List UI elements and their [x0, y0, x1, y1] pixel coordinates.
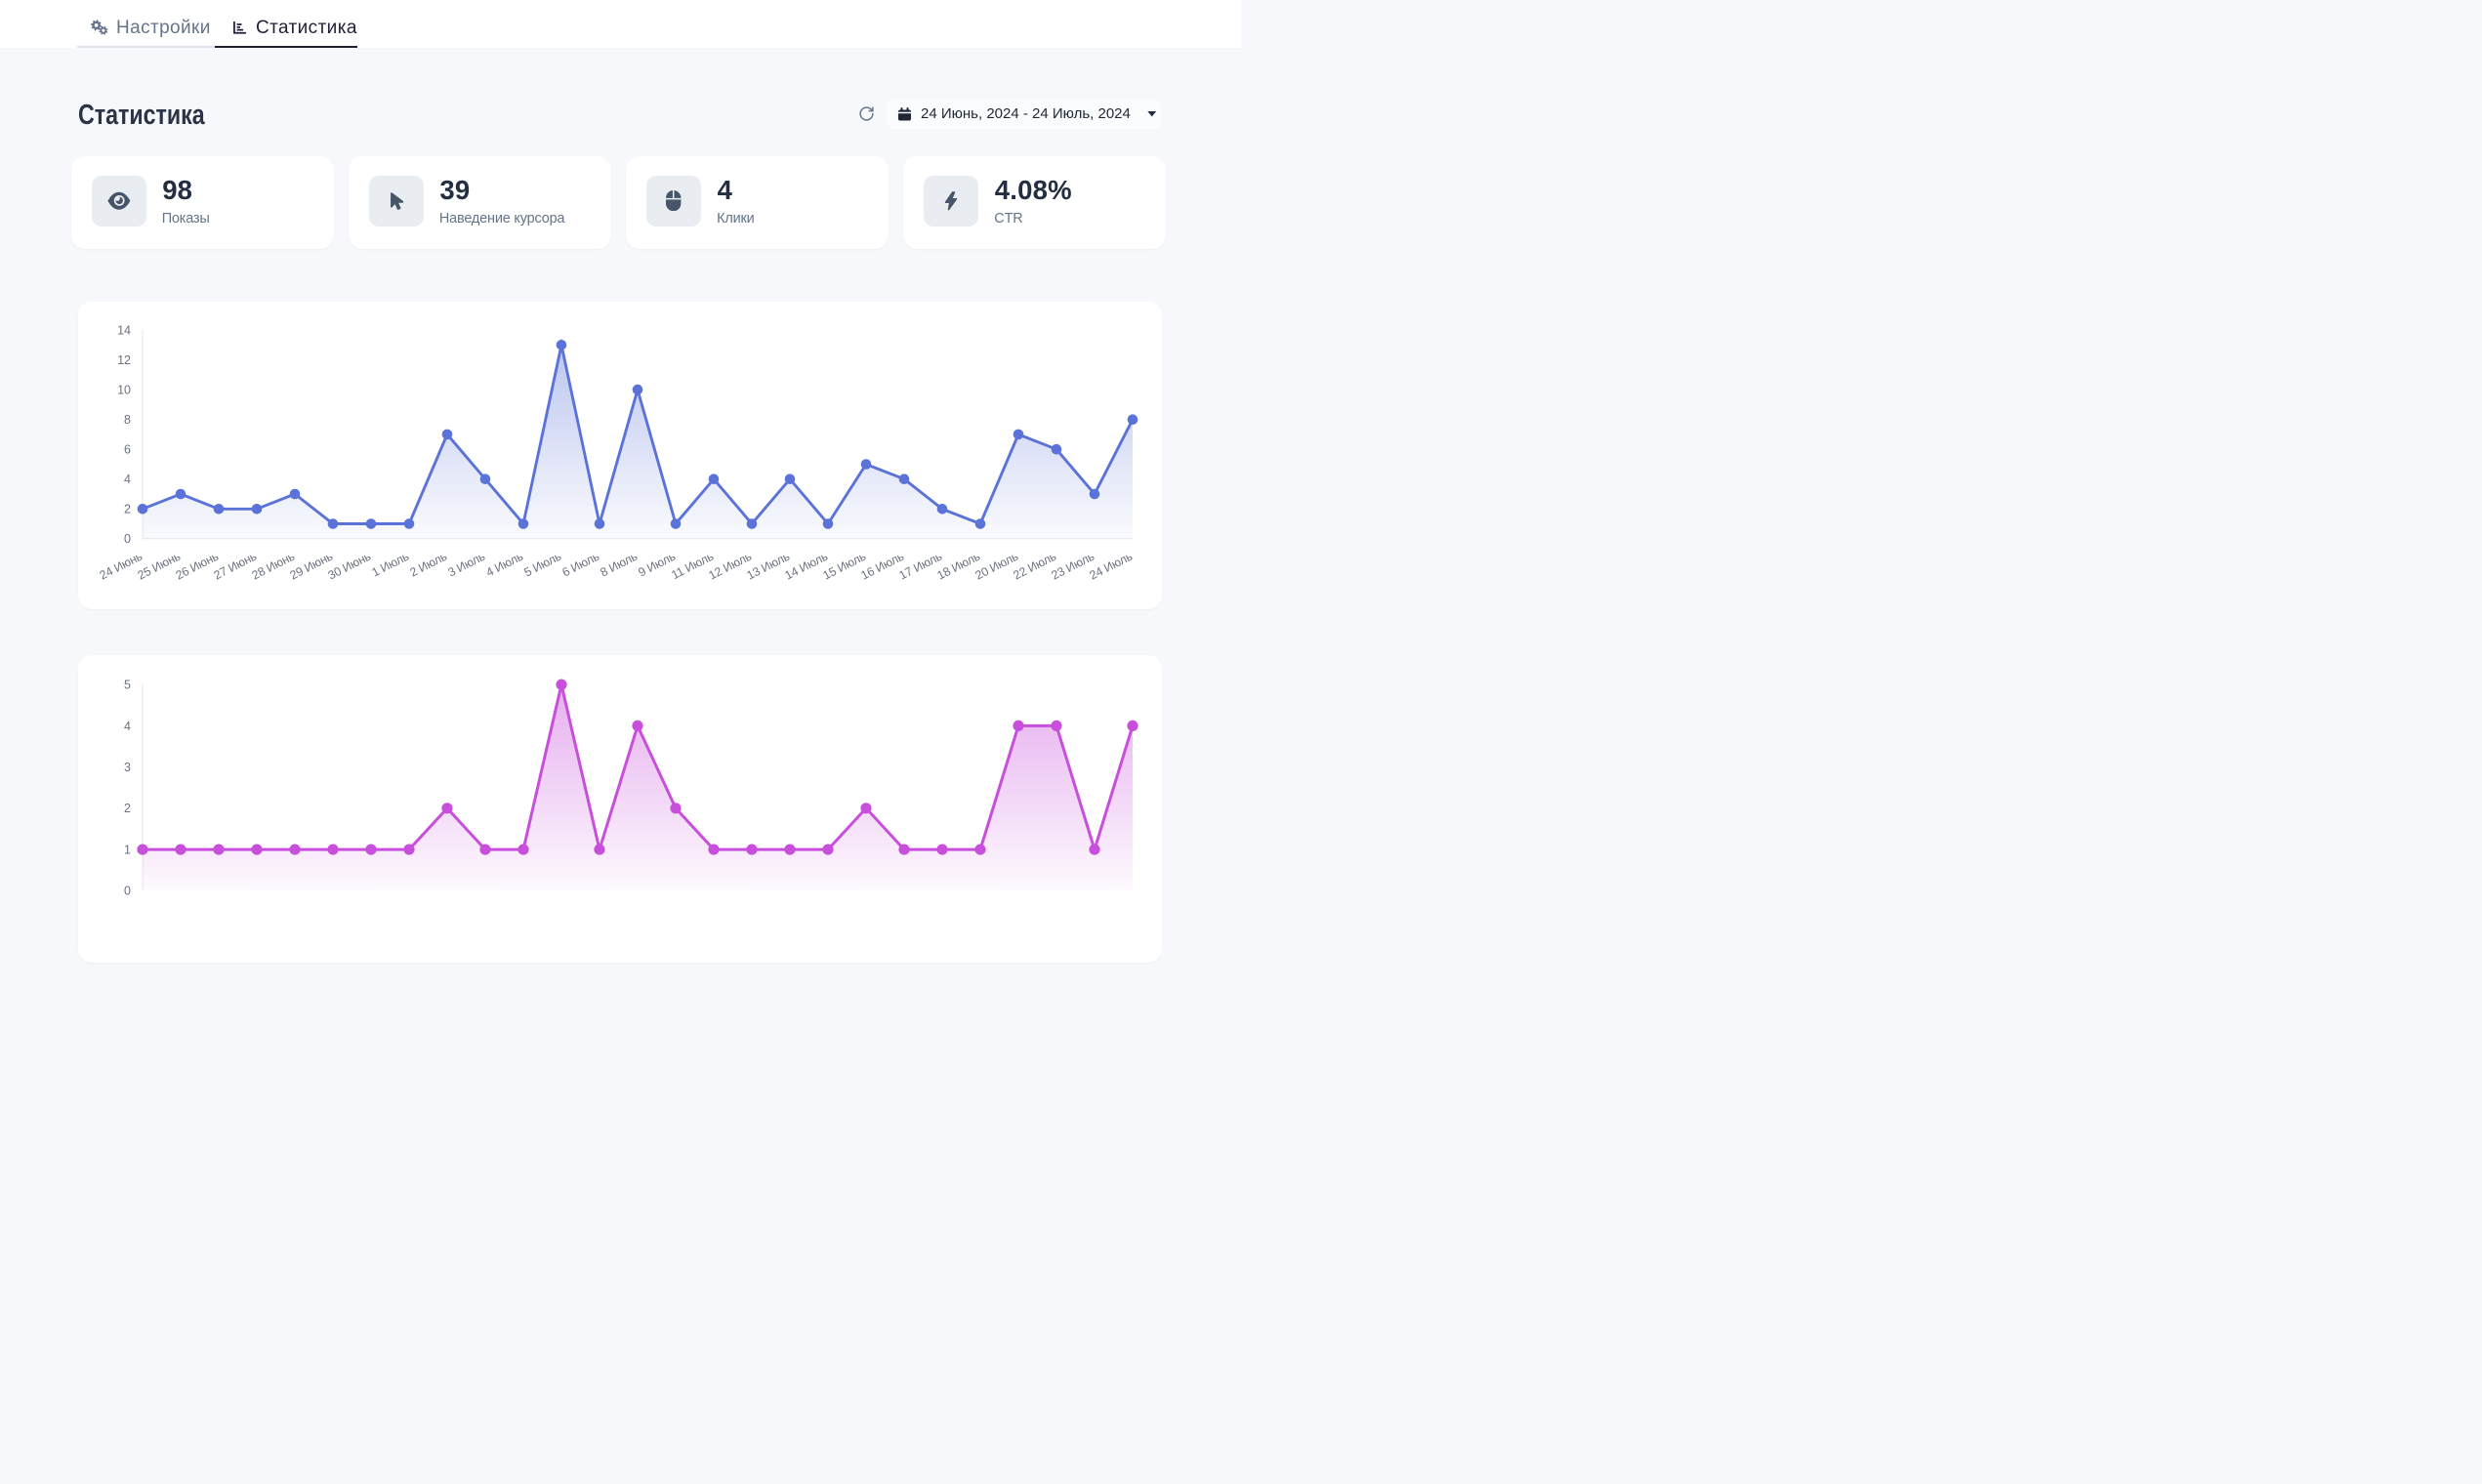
svg-text:27 Июнь: 27 Июнь — [211, 549, 258, 582]
svg-text:26 Июнь: 26 Июнь — [173, 549, 220, 582]
svg-text:6: 6 — [124, 442, 131, 456]
svg-text:14: 14 — [117, 323, 131, 337]
svg-text:2 Июль: 2 Июль — [407, 549, 448, 579]
svg-text:18 Июль: 18 Июль — [934, 549, 981, 582]
svg-text:8 Июль: 8 Июль — [598, 549, 639, 579]
svg-text:2: 2 — [124, 502, 131, 515]
svg-text:24 Июнь: 24 Июнь — [97, 549, 144, 582]
svg-text:6 Июль: 6 Июль — [559, 549, 600, 579]
svg-text:1 Июль: 1 Июль — [369, 549, 410, 579]
svg-text:8: 8 — [124, 413, 131, 427]
svg-text:4: 4 — [124, 720, 131, 733]
svg-text:20 Июль: 20 Июль — [972, 549, 1019, 582]
svg-text:29 Июнь: 29 Июнь — [287, 549, 334, 582]
svg-text:0: 0 — [124, 532, 131, 546]
svg-text:3: 3 — [124, 761, 131, 774]
svg-text:14 Июль: 14 Июль — [782, 549, 829, 582]
svg-text:4 Июль: 4 Июль — [483, 549, 524, 579]
svg-text:30 Июнь: 30 Июнь — [325, 549, 372, 582]
svg-text:1: 1 — [124, 843, 131, 856]
svg-text:25 Июнь: 25 Июнь — [135, 549, 182, 582]
svg-text:10: 10 — [117, 383, 131, 396]
svg-text:13 Июль: 13 Июль — [744, 549, 791, 582]
svg-text:5 Июль: 5 Июль — [521, 549, 562, 579]
svg-text:4: 4 — [124, 473, 131, 486]
svg-text:22 Июль: 22 Июль — [1011, 549, 1057, 582]
svg-text:24 Июль: 24 Июль — [1087, 549, 1134, 582]
svg-text:0: 0 — [124, 884, 131, 897]
svg-text:11 Июль: 11 Июль — [669, 549, 715, 581]
svg-text:28 Июнь: 28 Июнь — [249, 549, 296, 582]
svg-text:2: 2 — [124, 802, 131, 815]
svg-text:17 Июль: 17 Июль — [896, 549, 943, 582]
svg-text:12: 12 — [117, 353, 131, 367]
svg-text:15 Июль: 15 Июль — [820, 549, 867, 582]
svg-text:12 Июль: 12 Июль — [706, 549, 753, 582]
svg-text:5: 5 — [124, 678, 131, 691]
svg-text:16 Июль: 16 Июль — [858, 549, 905, 582]
svg-text:23 Июль: 23 Июль — [1049, 549, 1096, 582]
svg-text:3 Июль: 3 Июль — [445, 549, 486, 579]
